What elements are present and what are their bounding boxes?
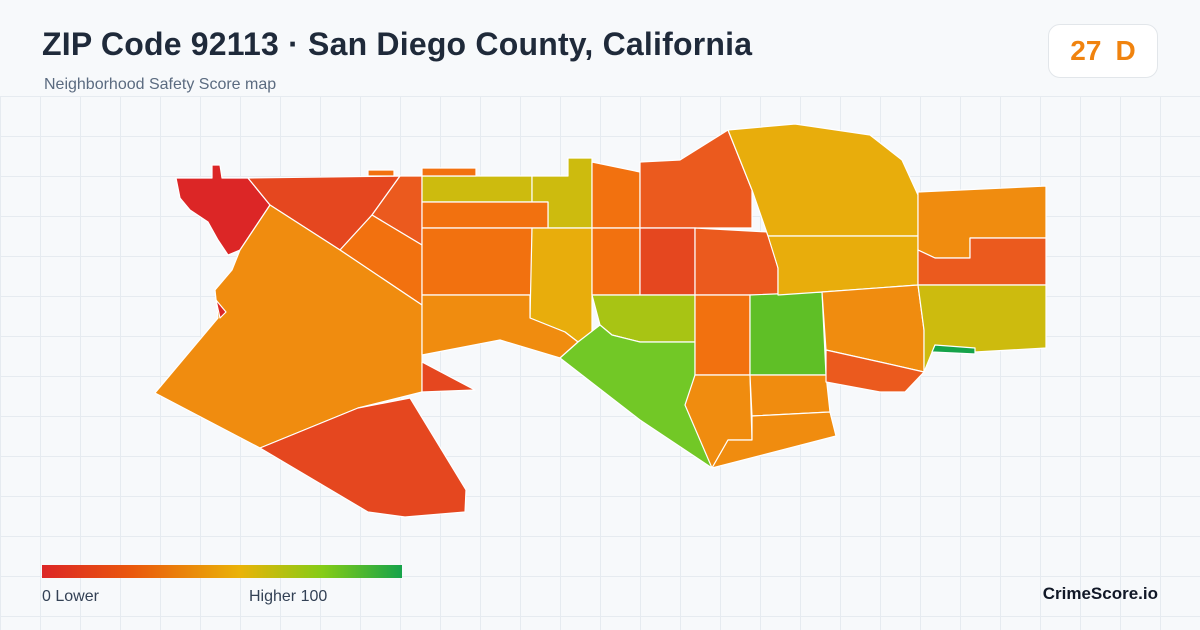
neighborhood-map <box>154 123 1047 518</box>
legend-low-label: 0 Lower <box>42 588 99 605</box>
map-region[interactable] <box>917 284 1047 373</box>
map-region[interactable] <box>421 201 549 229</box>
map-region[interactable] <box>825 349 925 393</box>
map-region[interactable] <box>749 374 831 417</box>
map-region[interactable] <box>421 167 477 177</box>
map-region[interactable] <box>591 227 641 296</box>
map-region[interactable] <box>727 123 919 237</box>
legend-color-scale <box>42 565 402 578</box>
map-region[interactable] <box>215 299 227 319</box>
page-title: ZIP Code 92113 · San Diego County, Calif… <box>42 26 753 62</box>
map-region[interactable] <box>591 161 641 229</box>
map-region[interactable] <box>421 227 533 296</box>
map-region[interactable] <box>421 175 533 203</box>
map-region[interactable] <box>559 324 713 469</box>
map-region[interactable] <box>154 204 423 449</box>
map-region[interactable] <box>421 361 476 393</box>
map-region[interactable] <box>639 227 696 296</box>
legend-high-label: Higher 100 <box>249 588 328 605</box>
score-value: 27 <box>1070 35 1102 66</box>
map-region[interactable] <box>931 344 976 355</box>
map-region[interactable] <box>367 169 395 177</box>
map-region[interactable] <box>694 227 779 296</box>
brand-logo-text[interactable]: CrimeScore.io <box>1042 584 1158 603</box>
score-badge: 27 D <box>1048 24 1158 78</box>
map-region[interactable] <box>749 291 827 376</box>
map-region[interactable] <box>711 411 837 469</box>
score-grade: D <box>1115 35 1136 66</box>
page-subtitle: Neighborhood Safety Score map <box>44 76 277 93</box>
map-region[interactable] <box>694 294 751 376</box>
map-region[interactable] <box>259 397 467 518</box>
